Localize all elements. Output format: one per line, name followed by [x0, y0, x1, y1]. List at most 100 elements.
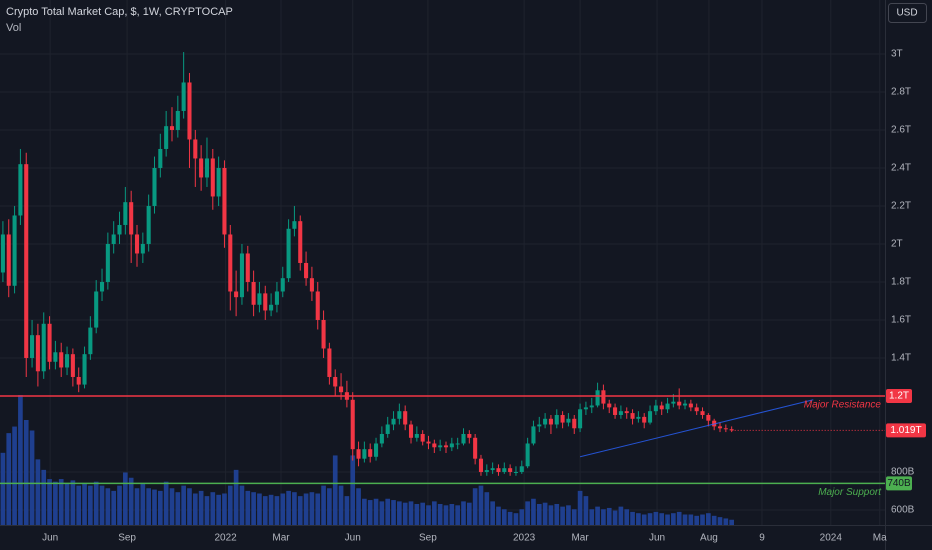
candle-body [82, 354, 87, 385]
y-tick-label: 1.6T [891, 315, 911, 326]
y-tick-label: 1.4T [891, 353, 911, 364]
volume-bar [123, 472, 128, 525]
last-price-box [886, 423, 926, 438]
candle-body [18, 164, 23, 216]
candle-body [706, 414, 711, 421]
volume-bar [711, 515, 717, 525]
currency-label[interactable]: USD [896, 8, 917, 19]
candle-body [105, 243, 110, 282]
x-tick-label: Jun [345, 533, 361, 544]
x-tick-label: Jun [649, 533, 665, 544]
candle-body [315, 291, 320, 320]
volume-bar [321, 485, 326, 525]
volume-bar [198, 490, 204, 525]
volume-bar [47, 479, 52, 525]
x-tick-label: Jun [42, 533, 58, 544]
volume-bar [152, 489, 157, 525]
candle-body [484, 470, 489, 472]
volume-bar [566, 505, 571, 525]
candle-body [327, 348, 332, 377]
volume-bar [327, 488, 332, 525]
candle-body [531, 426, 536, 444]
candle-body [41, 323, 46, 372]
candle-body [461, 433, 466, 444]
volume-bar [292, 492, 297, 525]
candle-body [245, 253, 250, 282]
volume-bar [181, 485, 186, 525]
volume-bar [513, 513, 519, 525]
candle-body [76, 376, 81, 385]
volume-bar [554, 504, 560, 525]
volume-bar [589, 509, 595, 525]
candle-body [356, 449, 361, 459]
candle-body [210, 158, 215, 197]
volume-bar [12, 426, 17, 525]
candle-body [426, 441, 431, 444]
volume-bar [163, 481, 169, 525]
candle-body [391, 418, 396, 425]
volume-bar [414, 504, 420, 525]
candle-body [548, 418, 553, 425]
currency-button[interactable] [888, 3, 927, 23]
volume-bar [402, 502, 408, 525]
candle-body [373, 443, 379, 457]
candle-body [146, 205, 151, 244]
candle-body [251, 281, 256, 305]
volume-bar [647, 513, 653, 525]
candle-body [368, 449, 373, 457]
candle-body [589, 405, 594, 408]
candle-body [65, 354, 70, 368]
volume-bar [29, 430, 35, 525]
candle-body [362, 449, 367, 459]
volume-bar [53, 481, 58, 525]
y-tick-label: 2.2T [891, 201, 911, 212]
candle-body [6, 234, 11, 286]
candle-body [53, 352, 58, 362]
volume-bar [682, 514, 688, 525]
volume-bar [688, 514, 694, 525]
volume-bar [315, 493, 321, 525]
y-tick-label: 800B [891, 467, 915, 478]
volume-bar [140, 483, 146, 525]
volume-bar [437, 504, 443, 525]
volume-bar [490, 501, 495, 525]
volume-bar [356, 488, 361, 525]
candle-body [694, 407, 699, 412]
volume-bar [210, 492, 216, 525]
level-name: Major Resistance [804, 400, 882, 411]
candle-body [216, 167, 221, 197]
candle-body [502, 468, 507, 472]
candle-body [47, 323, 52, 362]
candle-body [723, 428, 728, 430]
candle-body [438, 445, 443, 448]
volume-bar [76, 485, 82, 525]
candle-body [169, 126, 175, 130]
candle-body [443, 445, 449, 448]
volume-bar [257, 493, 262, 525]
volume-bar [88, 485, 93, 525]
candle-body [403, 411, 408, 425]
volume-bar [519, 509, 525, 525]
x-tick-label: Sep [419, 533, 437, 544]
level-price-box [886, 476, 912, 491]
volume-bar [18, 395, 23, 525]
volume-bar [227, 485, 233, 525]
candle-body [572, 418, 577, 429]
volume-bar [501, 509, 507, 525]
x-tick-label: Sep [118, 533, 136, 544]
candle-body [321, 319, 326, 349]
volume-bar [70, 480, 76, 525]
volume-bar [426, 505, 431, 525]
volume-bar [338, 485, 344, 525]
candle-body [688, 403, 693, 408]
volume-bar [239, 485, 245, 525]
candle-body [432, 443, 437, 448]
candle-body [228, 234, 233, 292]
candle-body [263, 293, 268, 311]
level-price-label: 740B [887, 478, 911, 489]
y-tick-label: 2T [891, 239, 903, 250]
level-name: Major Support [818, 487, 882, 498]
volume-bar [233, 469, 239, 525]
